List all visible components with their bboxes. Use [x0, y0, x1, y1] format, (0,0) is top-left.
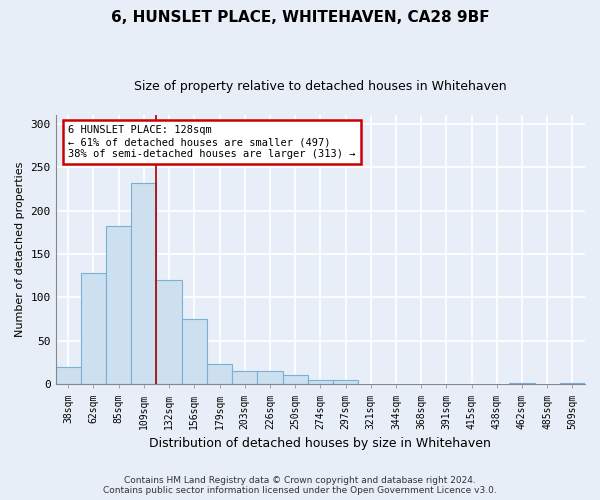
Bar: [56, 367, 81, 384]
Bar: [157, 280, 182, 384]
Bar: [232, 372, 257, 384]
Text: 6, HUNSLET PLACE, WHITEHAVEN, CA28 9BF: 6, HUNSLET PLACE, WHITEHAVEN, CA28 9BF: [110, 10, 490, 25]
Bar: [509, 382, 535, 384]
Bar: [308, 380, 333, 384]
X-axis label: Distribution of detached houses by size in Whitehaven: Distribution of detached houses by size …: [149, 437, 491, 450]
Bar: [131, 183, 157, 384]
Bar: [333, 380, 358, 384]
Bar: [106, 226, 131, 384]
Bar: [207, 364, 232, 384]
Bar: [182, 319, 207, 384]
Bar: [560, 382, 585, 384]
Bar: [257, 372, 283, 384]
Title: Size of property relative to detached houses in Whitehaven: Size of property relative to detached ho…: [134, 80, 506, 93]
Text: 6 HUNSLET PLACE: 128sqm
← 61% of detached houses are smaller (497)
38% of semi-d: 6 HUNSLET PLACE: 128sqm ← 61% of detache…: [68, 126, 356, 158]
Text: Contains HM Land Registry data © Crown copyright and database right 2024.
Contai: Contains HM Land Registry data © Crown c…: [103, 476, 497, 495]
Bar: [81, 273, 106, 384]
Bar: [283, 375, 308, 384]
Y-axis label: Number of detached properties: Number of detached properties: [15, 162, 25, 338]
